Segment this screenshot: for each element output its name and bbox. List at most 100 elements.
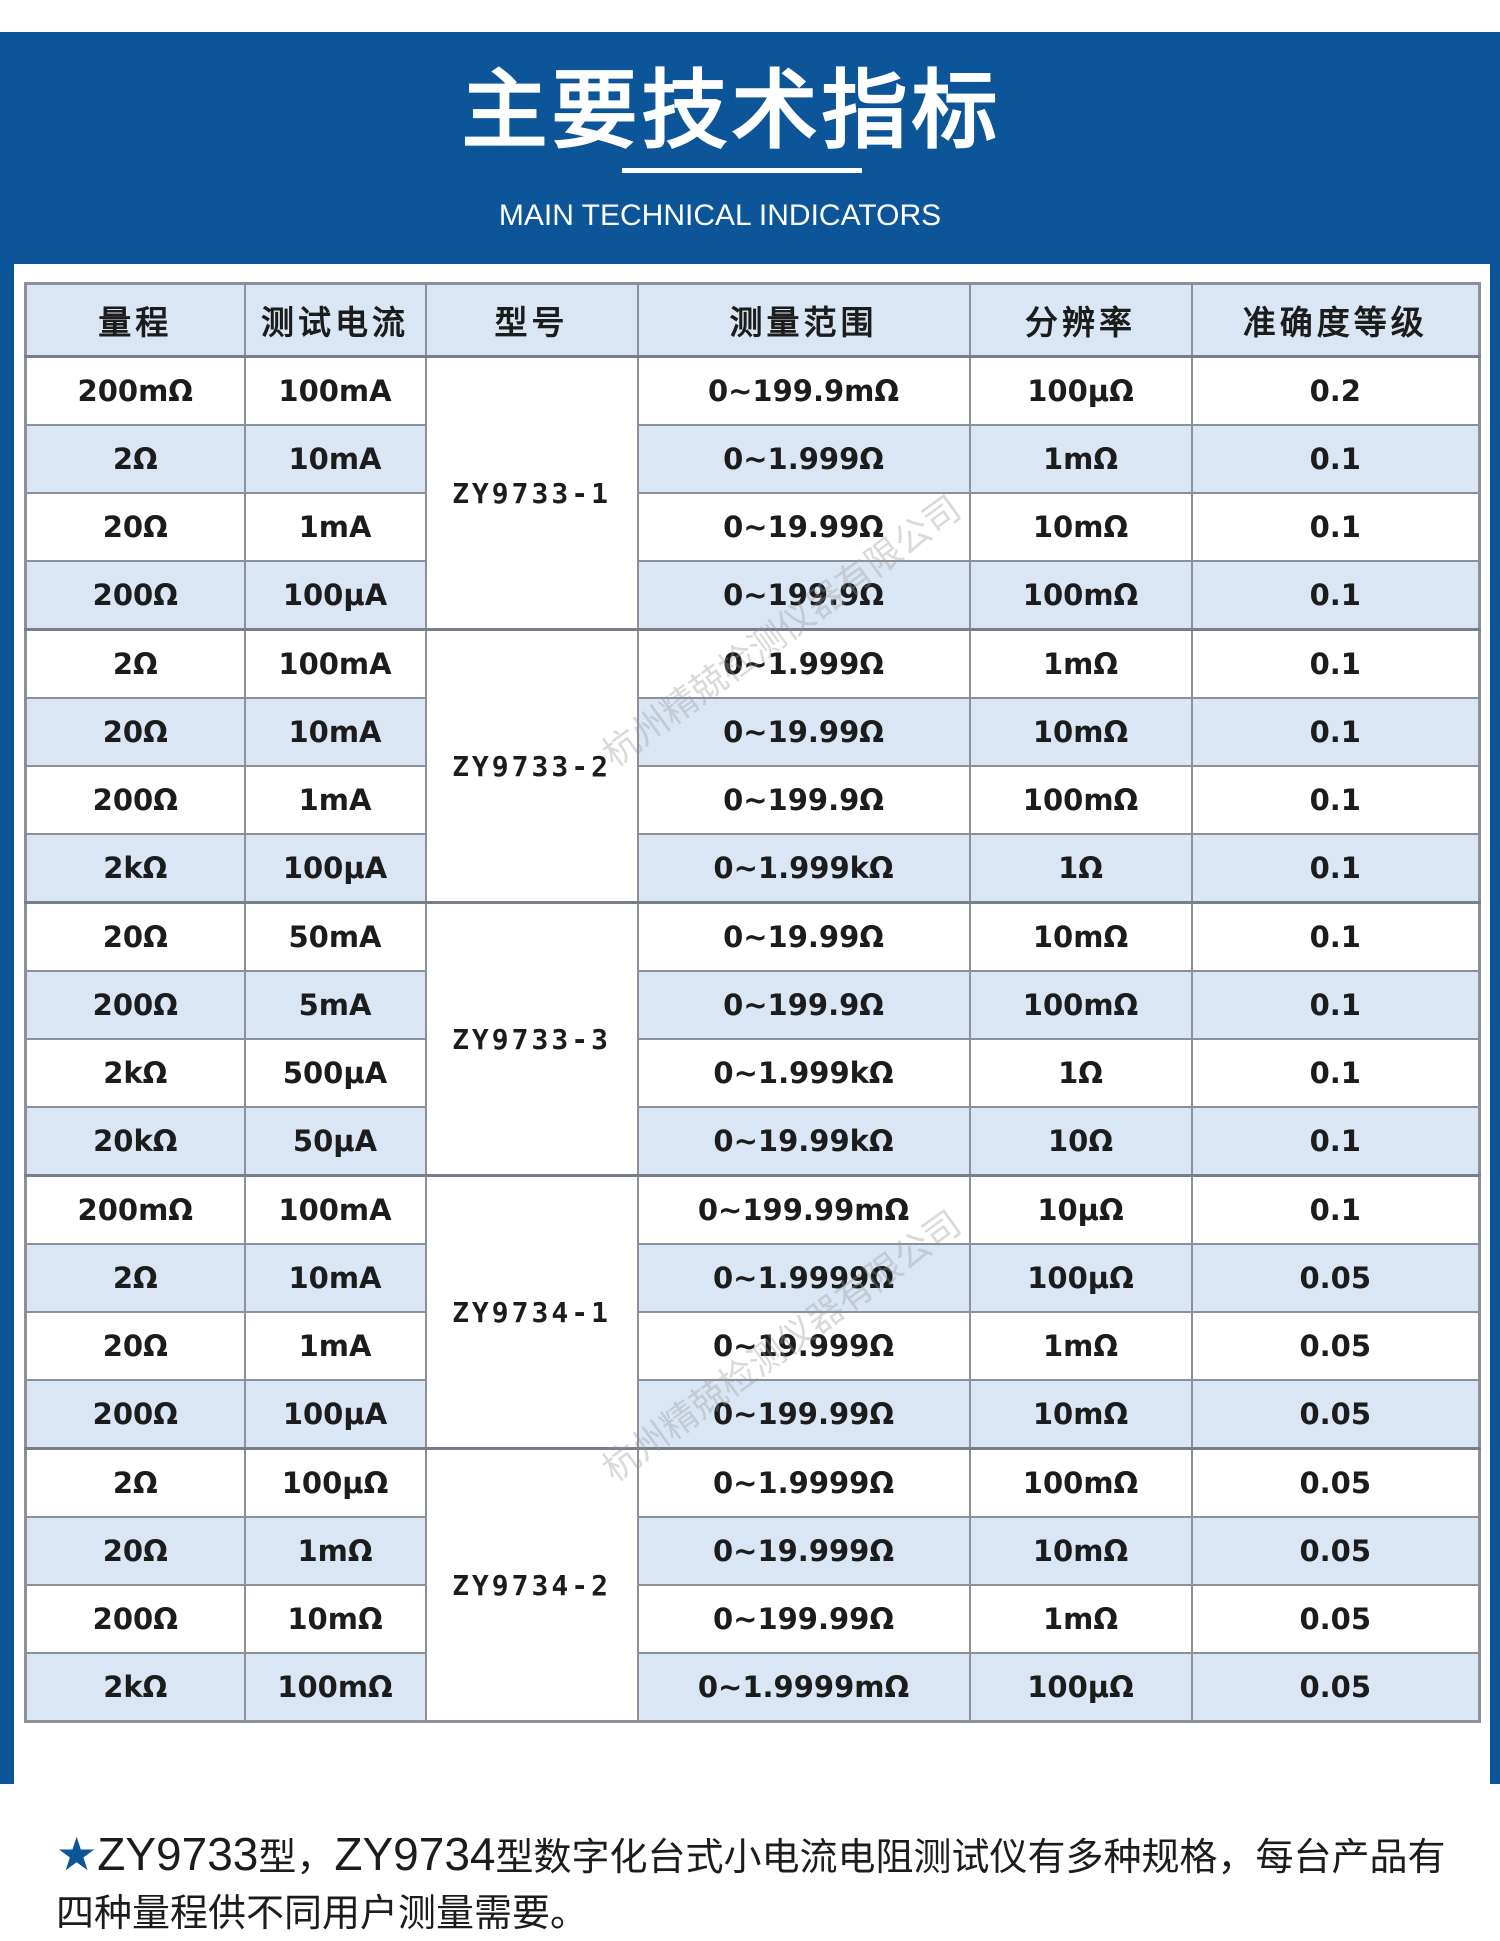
column-header-model: 型号 — [424, 282, 639, 358]
cell-current: 10mA — [243, 424, 427, 494]
cell-accuracy: 0.05 — [1190, 1311, 1481, 1381]
star-icon: ★ — [56, 1827, 98, 1881]
cell-accuracy: 0.1 — [1190, 765, 1481, 835]
right-frame-bar — [1490, 264, 1500, 1784]
page-subtitle: MAIN TECHNICAL INDICATORS — [498, 199, 942, 232]
cell-resolution: 1mΩ — [968, 424, 1193, 494]
cell-current: 100μA — [243, 1379, 427, 1450]
table-row: 200Ω 100μA 0~199.9Ω 100mΩ 0.1 — [24, 560, 1481, 631]
cell-resolution: 10mΩ — [968, 492, 1193, 562]
cell-measure-range: 0~19.99Ω — [636, 901, 971, 972]
table-header-row: 量程 测试电流 型号 测量范围 分辨率 准确度等级 — [24, 282, 1481, 358]
table-row: 2kΩ 500μA 0~1.999kΩ 1Ω 0.1 — [24, 1038, 1481, 1108]
table-row: 2Ω 10mA 0~1.999Ω 1mΩ 0.1 — [24, 424, 1481, 494]
cell-range: 20Ω — [24, 1516, 246, 1586]
cell-accuracy: 0.1 — [1190, 697, 1481, 767]
table-row: 20Ω 1mA 0~19.99Ω 10mΩ 0.1 — [24, 492, 1481, 562]
table-row: 200Ω 5mA 0~199.9Ω 100mΩ 0.1 — [24, 970, 1481, 1040]
cell-accuracy: 0.1 — [1190, 1038, 1481, 1108]
cell-model: ZY9733-2 — [424, 628, 639, 904]
cell-range: 2kΩ — [24, 833, 246, 904]
cell-current: 1mΩ — [243, 1516, 427, 1586]
cell-range: 20Ω — [24, 492, 246, 562]
footer-note: ★ZY9733型，ZY9734型数字化台式小电流电阻测试仪有多种规格，每台产品有… — [56, 1826, 1456, 1941]
cell-current: 100mA — [243, 355, 427, 426]
table-row: 200mΩ 100mA ZY9733-1 0~199.9mΩ 100μΩ 0.2 — [24, 355, 1481, 631]
cell-resolution: 100μΩ — [968, 1243, 1193, 1313]
cell-current: 50mA — [243, 901, 427, 972]
cell-accuracy: 0.2 — [1190, 355, 1481, 426]
cell-measure-range: 0~1.9999Ω — [636, 1243, 971, 1313]
cell-measure-range: 0~19.99Ω — [636, 492, 971, 562]
cell-resolution: 100μΩ — [968, 355, 1193, 426]
cell-measure-range: 0~199.9Ω — [636, 560, 971, 631]
left-frame-bar — [0, 264, 14, 1784]
cell-resolution: 100μΩ — [968, 1652, 1193, 1723]
footer-model-1: ZY9733 — [97, 1828, 259, 1880]
table-row: 200Ω 10mΩ 0~199.99Ω 1mΩ 0.05 — [24, 1584, 1481, 1654]
column-header-resolution: 分辨率 — [968, 282, 1193, 358]
cell-resolution: 10Ω — [968, 1106, 1193, 1177]
table-row: 2Ω 100μΩ ZY9734-2 0~1.9999Ω 100mΩ 0.05 — [24, 1447, 1481, 1723]
cell-current: 500μA — [243, 1038, 427, 1108]
cell-accuracy: 0.1 — [1190, 970, 1481, 1040]
cell-measure-range: 0~199.9mΩ — [636, 355, 971, 426]
cell-measure-range: 0~1.9999Ω — [636, 1447, 971, 1518]
cell-measure-range: 0~1.999Ω — [636, 424, 971, 494]
cell-range: 200Ω — [24, 1379, 246, 1450]
cell-resolution: 100mΩ — [968, 970, 1193, 1040]
cell-accuracy: 0.05 — [1190, 1447, 1481, 1518]
cell-resolution: 100mΩ — [968, 765, 1193, 835]
cell-current: 10mΩ — [243, 1584, 427, 1654]
cell-resolution: 1Ω — [968, 833, 1193, 904]
cell-range: 200Ω — [24, 560, 246, 631]
cell-range: 200mΩ — [24, 355, 246, 426]
top-strip — [0, 0, 1500, 32]
cell-range: 200Ω — [24, 765, 246, 835]
cell-resolution: 1mΩ — [968, 628, 1193, 699]
cell-measure-range: 0~199.99Ω — [636, 1584, 971, 1654]
title-underline — [622, 168, 862, 173]
cell-measure-range: 0~19.99kΩ — [636, 1106, 971, 1177]
page-title: 主要技术指标 — [461, 61, 1002, 161]
cell-current: 1mA — [243, 492, 427, 562]
cell-range: 20Ω — [24, 697, 246, 767]
cell-current: 100mΩ — [243, 1652, 427, 1723]
cell-resolution: 10mΩ — [968, 1516, 1193, 1586]
table-row: 2kΩ 100μA 0~1.999kΩ 1Ω 0.1 — [24, 833, 1481, 904]
cell-model: ZY9734-2 — [424, 1447, 639, 1723]
spec-table: 量程 测试电流 型号 测量范围 分辨率 准确度等级 200mΩ 100mA ZY… — [24, 282, 1481, 1723]
column-header-range: 量程 — [24, 282, 246, 358]
cell-resolution: 10mΩ — [968, 697, 1193, 767]
cell-range: 20kΩ — [24, 1106, 246, 1177]
cell-measure-range: 0~1.999kΩ — [636, 833, 971, 904]
cell-accuracy: 0.05 — [1190, 1584, 1481, 1654]
cell-accuracy: 0.05 — [1190, 1243, 1481, 1313]
cell-accuracy: 0.1 — [1190, 628, 1481, 699]
table-row: 2kΩ 100mΩ 0~1.9999mΩ 100μΩ 0.05 — [24, 1652, 1481, 1723]
cell-measure-range: 0~19.999Ω — [636, 1516, 971, 1586]
cell-current: 50μA — [243, 1106, 427, 1177]
cell-accuracy: 0.1 — [1190, 1106, 1481, 1177]
cell-current: 100mA — [243, 1174, 427, 1245]
cell-resolution: 1Ω — [968, 1038, 1193, 1108]
cell-range: 2Ω — [24, 1243, 246, 1313]
table-row: 20Ω 1mA 0~19.999Ω 1mΩ 0.05 — [24, 1311, 1481, 1381]
cell-measure-range: 0~199.9Ω — [636, 970, 971, 1040]
cell-resolution: 10mΩ — [968, 901, 1193, 972]
cell-measure-range: 0~199.99Ω — [636, 1379, 971, 1450]
cell-accuracy: 0.05 — [1190, 1516, 1481, 1586]
table-row: 20Ω 50mA ZY9733-3 0~19.99Ω 10mΩ 0.1 — [24, 901, 1481, 1177]
footer-text-1: 型， — [258, 1835, 335, 1879]
table-row: 2Ω 10mA 0~1.9999Ω 100μΩ 0.05 — [24, 1243, 1481, 1313]
cell-resolution: 100mΩ — [968, 560, 1193, 631]
cell-resolution: 1mΩ — [968, 1584, 1193, 1654]
cell-accuracy: 0.1 — [1190, 833, 1481, 904]
cell-range: 2Ω — [24, 1447, 246, 1518]
table-row: 20Ω 1mΩ 0~19.999Ω 10mΩ 0.05 — [24, 1516, 1481, 1586]
cell-range: 200Ω — [24, 970, 246, 1040]
cell-current: 100μA — [243, 833, 427, 904]
cell-accuracy: 0.1 — [1190, 424, 1481, 494]
cell-accuracy: 0.05 — [1190, 1379, 1481, 1450]
cell-range: 2Ω — [24, 628, 246, 699]
